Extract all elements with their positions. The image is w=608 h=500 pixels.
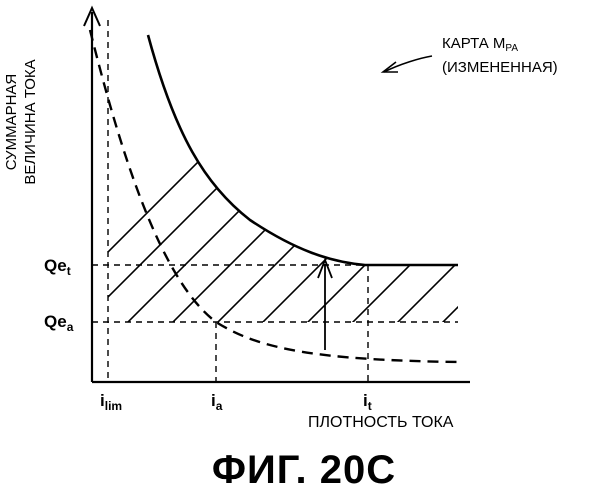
modified-map-curve — [148, 35, 458, 265]
tick-i-lim: ilim — [100, 392, 122, 412]
x-axis-label: ПЛОТНОСТЬ ТОКА — [308, 414, 453, 432]
y-axis-label-line2: ВЕЛИЧИНА ТОКА — [21, 22, 40, 222]
tick-qe-a: Qea — [44, 313, 73, 333]
y-axis-label-line1: СУММАРНАЯ — [2, 22, 21, 222]
legend-pointer — [384, 56, 432, 72]
tick-qe-t: Qet — [44, 257, 71, 277]
figure-title: ФИГ. 20С — [0, 448, 608, 493]
tick-i-a: ia — [211, 392, 222, 412]
legend-line1: КАРТА МPA — [442, 34, 558, 58]
original-map-curve — [90, 30, 458, 362]
map-legend: КАРТА МPA (ИЗМЕНЕННАЯ) — [442, 34, 558, 77]
y-axis-label: СУММАРНАЯ ВЕЛИЧИНА ТОКА — [2, 22, 40, 222]
legend-line2: (ИЗМЕНЕННАЯ) — [442, 58, 558, 77]
legend-sub: PA — [505, 43, 518, 54]
legend-prefix: КАРТА М — [442, 35, 505, 52]
tick-i-t: it — [363, 392, 372, 412]
